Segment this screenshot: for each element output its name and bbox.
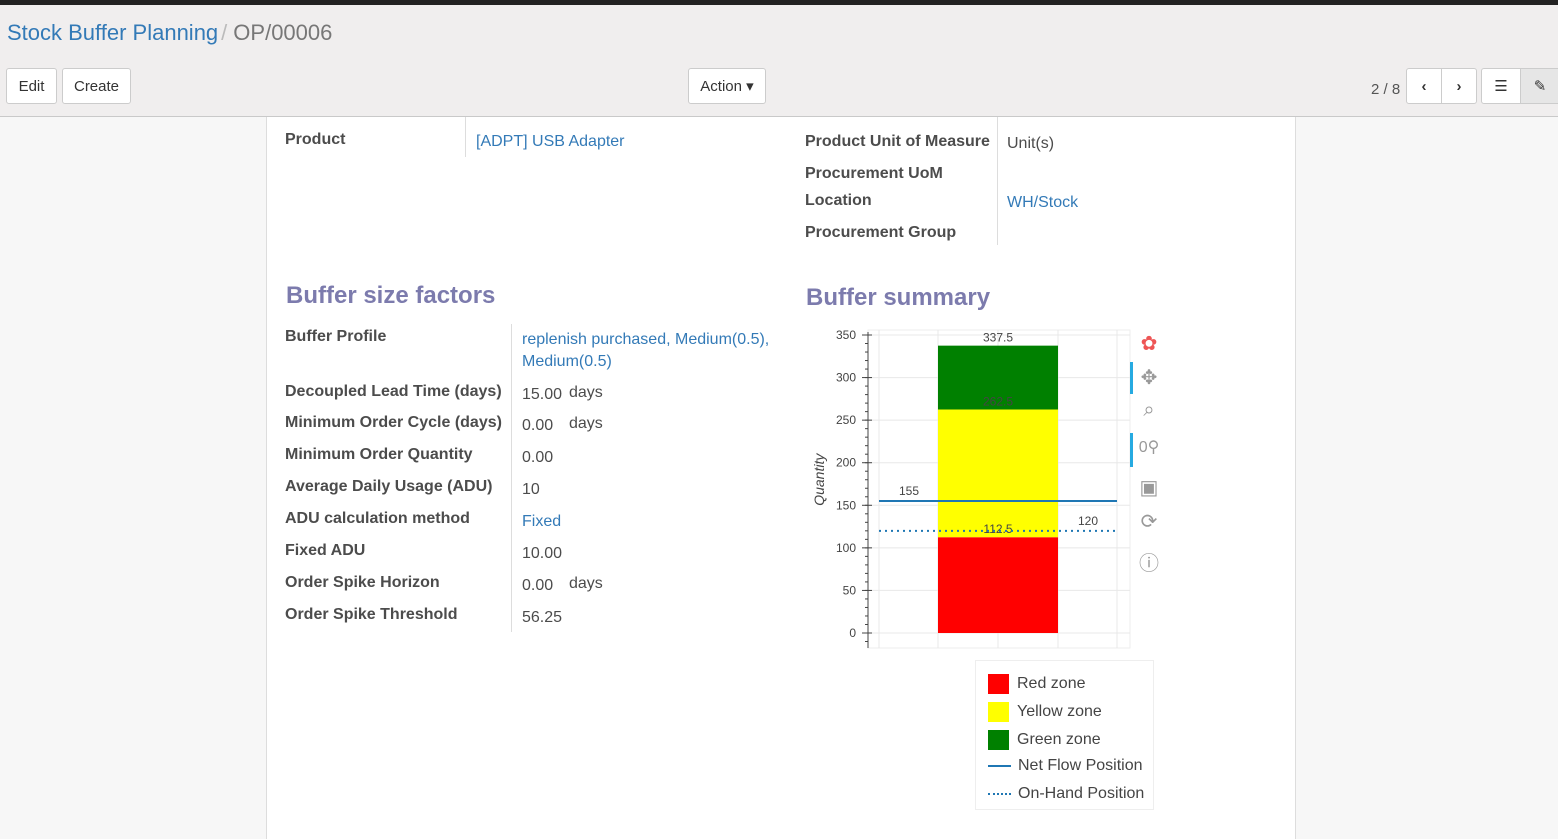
list-view-icon[interactable]: ☰ bbox=[1481, 68, 1521, 104]
factor-label: Average Daily Usage (ADU) bbox=[285, 478, 493, 495]
factor-value[interactable]: replenish purchased, Medium(0.5), bbox=[522, 331, 770, 348]
y-tick-label: 300 bbox=[836, 371, 856, 385]
dotted-line-swatch bbox=[988, 793, 1011, 795]
factor-label: Buffer Profile bbox=[285, 328, 387, 345]
help-tool-icon[interactable]: ⓘ bbox=[1139, 553, 1159, 575]
factor-label: Minimum Order Quantity bbox=[285, 446, 473, 463]
divider bbox=[465, 117, 466, 157]
buffer-chart[interactable]: 0 50 100 150 200 250 300 350 Quantity 112.5 262.5 3… bbox=[800, 320, 1140, 660]
line-label: 120 bbox=[1078, 514, 1098, 528]
product-label: Product bbox=[285, 131, 346, 148]
uom-label: Product Unit of Measure bbox=[805, 133, 990, 150]
factor-unit: days bbox=[569, 384, 603, 401]
green-swatch bbox=[988, 730, 1009, 750]
buffer-size-factors-title: Buffer size factors bbox=[286, 282, 496, 309]
breadcrumb: Stock Buffer Planning / OP/00006 bbox=[7, 20, 332, 46]
pager-value: 2 / 8 bbox=[1371, 81, 1401, 98]
legend-item: On-Hand Position bbox=[988, 785, 1144, 803]
factor-value[interactable]: Fixed bbox=[522, 513, 562, 530]
zone-bar-yellow bbox=[938, 409, 1058, 538]
y-tick-label: 350 bbox=[836, 328, 856, 342]
uom-value: Unit(s) bbox=[1007, 135, 1055, 152]
factor-value: 15.00 bbox=[522, 386, 563, 403]
y-tick-label: 0 bbox=[849, 626, 856, 640]
reset-tool-icon[interactable]: ⟳ bbox=[1140, 511, 1158, 533]
yellow-swatch bbox=[988, 702, 1009, 722]
legend-item: Red zone bbox=[988, 674, 1086, 694]
top-navbar bbox=[0, 0, 1558, 5]
solid-line-swatch bbox=[988, 765, 1011, 767]
legend-item: Green zone bbox=[988, 730, 1101, 750]
legend-item: Yellow zone bbox=[988, 702, 1102, 722]
factor-value: 0.00 bbox=[522, 417, 554, 434]
breadcrumb-current: OP/00006 bbox=[233, 20, 333, 45]
zone-bar-red bbox=[938, 537, 1058, 633]
y-tick-label: 100 bbox=[836, 541, 856, 555]
factor-value-cont[interactable]: Medium(0.5) bbox=[522, 353, 612, 370]
zone-label: 262.5 bbox=[983, 395, 1013, 409]
pager-next-button[interactable]: › bbox=[1441, 68, 1477, 104]
legend-label: Green zone bbox=[1017, 731, 1101, 748]
legend-label: Yellow zone bbox=[1017, 703, 1102, 720]
chart-legend: Red zone Yellow zone Green zone Net Flow… bbox=[975, 660, 1154, 810]
divider bbox=[997, 117, 998, 245]
factor-label: Minimum Order Cycle (days) bbox=[285, 414, 502, 431]
product-link[interactable]: [ADPT] USB Adapter bbox=[476, 133, 625, 150]
legend-label: Red zone bbox=[1017, 675, 1086, 692]
pager-previous-button[interactable]: ‹ bbox=[1406, 68, 1442, 104]
create-button[interactable]: Create bbox=[62, 68, 131, 104]
y-tick-label: 250 bbox=[836, 413, 856, 427]
bokeh-logo-icon: ✿ bbox=[1140, 333, 1158, 355]
box-zoom-tool-icon[interactable]: ⌕ bbox=[1143, 399, 1155, 421]
factor-value: 56.25 bbox=[522, 609, 563, 626]
pan-active-indicator bbox=[1130, 362, 1133, 394]
factor-value: 0.00 bbox=[522, 449, 554, 466]
factor-unit: days bbox=[569, 575, 603, 592]
line-label: 155 bbox=[899, 484, 919, 498]
factor-value: 0.00 bbox=[522, 577, 554, 594]
breadcrumb-parent[interactable]: Stock Buffer Planning bbox=[7, 20, 219, 45]
legend-label: On-Hand Position bbox=[1018, 785, 1145, 802]
legend-item: Net Flow Position bbox=[988, 757, 1143, 775]
factor-value: 10 bbox=[522, 481, 540, 498]
zone-label: 112.5 bbox=[983, 522, 1012, 536]
save-tool-icon[interactable]: ▣ bbox=[1139, 477, 1159, 499]
factor-label: Order Spike Threshold bbox=[285, 606, 458, 623]
procurement-uom-label: Procurement UoM bbox=[805, 165, 943, 182]
factor-label: Fixed ADU bbox=[285, 542, 366, 559]
factor-label: Order Spike Horizon bbox=[285, 574, 440, 591]
factor-unit: days bbox=[569, 415, 603, 432]
buffer-summary-title: Buffer summary bbox=[806, 284, 991, 311]
edit-button[interactable]: Edit bbox=[6, 68, 57, 104]
red-swatch bbox=[988, 674, 1009, 694]
y-tick-label: 50 bbox=[843, 583, 857, 597]
factor-label: Decoupled Lead Time (days) bbox=[285, 383, 502, 400]
wheel-zoom-active-indicator bbox=[1130, 433, 1133, 467]
factor-label: ADU calculation method bbox=[285, 510, 470, 527]
y-tick-label: 200 bbox=[836, 456, 856, 470]
location-link[interactable]: WH/Stock bbox=[1007, 194, 1079, 211]
zone-label: 337.5 bbox=[983, 331, 1013, 345]
y-tick-label: 150 bbox=[836, 498, 856, 512]
zone-bar-green bbox=[938, 345, 1058, 410]
y-axis-label: Quantity bbox=[811, 453, 827, 506]
factor-value: 10.00 bbox=[522, 545, 563, 562]
procurement-group-label: Procurement Group bbox=[805, 224, 957, 241]
wheel-zoom-tool-icon[interactable]: 0⚲ bbox=[1138, 439, 1160, 456]
location-label: Location bbox=[805, 192, 872, 209]
control-panel: Stock Buffer Planning / OP/00006 Edit Crea… bbox=[0, 5, 1558, 117]
divider bbox=[511, 324, 512, 632]
form-view-icon[interactable]: ✎ bbox=[1520, 68, 1558, 104]
breadcrumb-separator: / bbox=[221, 20, 228, 45]
pan-tool-icon[interactable]: ✥ bbox=[1140, 367, 1158, 389]
action-dropdown[interactable]: Action ▾ bbox=[688, 68, 766, 104]
legend-label: Net Flow Position bbox=[1018, 757, 1143, 774]
